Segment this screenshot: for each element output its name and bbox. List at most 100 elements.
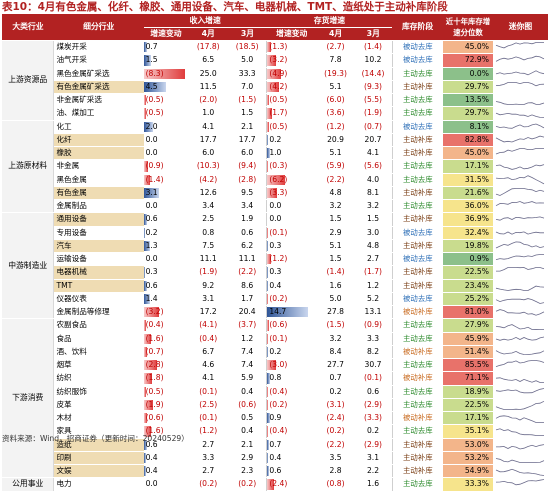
percentile-cell: 36.9% (443, 213, 493, 226)
inventory-change-cell-value: (3.2) (267, 55, 287, 64)
industry-group-cell: 下游消费 (2, 319, 54, 478)
inventory-change-cell: (0.1) (267, 226, 317, 239)
inventory-stage-cell: 被动去库 (392, 253, 443, 266)
percentile-cell: 13.5% (443, 94, 493, 107)
revenue-april-cell: 17.2 (188, 306, 228, 319)
sparkline-chart (493, 121, 547, 133)
inventory-stage-cell: 主动去库 (392, 94, 443, 107)
revenue-march-cell: 7.4 (228, 359, 267, 372)
header-inventory-stage: 库存阶段 (392, 14, 443, 41)
percentile-cell: 23.4% (443, 279, 493, 292)
sparkline-line (496, 188, 544, 195)
inventory-april-cell: 27.8 (317, 306, 355, 319)
inventory-change-cell-value: (0.2) (267, 294, 287, 303)
revenue-april-cell: 2.7 (188, 465, 228, 478)
sparkline-chart (493, 174, 547, 186)
revenue-april-cell: 1.0 (188, 107, 228, 120)
inventory-march-cell: 3.0 (354, 226, 392, 239)
inventory-change-cell-value: (0.6) (267, 320, 287, 329)
sub-industry-cell: 橡胶 (54, 147, 144, 160)
revenue-change-cell: (0.5) (144, 94, 189, 107)
sub-industry-cell: 运输设备 (54, 253, 144, 266)
inventory-march-cell: 3.2 (354, 200, 392, 213)
revenue-march-cell: 0.5 (228, 412, 267, 425)
revenue-march-cell: 5.9 (228, 372, 267, 385)
sparkline-cell (493, 465, 548, 478)
inventory-march-cell: (5.6) (354, 160, 392, 173)
inventory-march-cell: 10.2 (354, 54, 392, 67)
inventory-change-cell: (4.2) (267, 80, 317, 93)
sparkline-line (496, 416, 544, 423)
sparkline-line (496, 82, 544, 85)
inventory-march-cell: 1.5 (354, 213, 392, 226)
inventory-april-cell: 5.0 (317, 292, 355, 305)
inventory-april-cell: (1.2) (317, 120, 355, 133)
industry-group-cell: 上游原材料 (2, 120, 54, 213)
revenue-change-cell-value: 0.6 (144, 214, 158, 223)
sub-industry-cell: 专用设备 (54, 226, 144, 239)
inventory-stage-cell: 主动去库 (392, 160, 443, 173)
percentile-cell: 45.9% (443, 332, 493, 345)
sparkline-cell (493, 398, 548, 411)
inventory-change-cell-value: (3.0) (267, 360, 287, 369)
revenue-april-cell: 4.1 (188, 372, 228, 385)
revenue-march-cell: 0.4 (228, 385, 267, 398)
percentile-cell: 54.9% (443, 465, 493, 478)
percentile-cell: 17.1% (443, 160, 493, 173)
percentile-cell: 51.4% (443, 345, 493, 358)
inventory-april-cell: 1.6 (317, 279, 355, 292)
inventory-stage-cell: 被动去库 (392, 54, 443, 67)
revenue-march-cell: 6.2 (228, 239, 267, 252)
inventory-change-cell: 0.9 (267, 412, 317, 425)
inventory-march-cell: 4.1 (354, 147, 392, 160)
inventory-march-cell: (1.9) (354, 107, 392, 120)
sparkline-line (496, 388, 544, 392)
revenue-march-cell: (1.5) (228, 94, 267, 107)
inventory-stage-cell: 主动补库 (392, 239, 443, 252)
inventory-change-cell-value: 0.9 (267, 413, 281, 422)
inventory-stage-cell: 主动去库 (392, 107, 443, 120)
sparkline-line (496, 286, 544, 290)
inventory-change-cell: (3.3) (267, 186, 317, 199)
revenue-change-cell-value: 0.2 (144, 228, 158, 237)
revenue-change-cell-value: 0.6 (144, 281, 158, 290)
industry-group-cell: 中游制造业 (2, 213, 54, 319)
percentile-cell: 22.5% (443, 398, 493, 411)
revenue-change-cell-value: 1.4 (144, 294, 158, 303)
inventory-april-cell: 2.8 (317, 465, 355, 478)
inventory-april-cell: 4.8 (317, 186, 355, 199)
sparkline-chart (493, 227, 547, 239)
inventory-table: 大类行业 细分行业 收入增速 存货增速 库存阶段 近十年库存增速分位数 迷你图 … (2, 14, 548, 492)
sparkline-chart (493, 465, 547, 477)
revenue-march-cell: 17.7 (228, 133, 267, 146)
inventory-april-cell: 0.2 (317, 385, 355, 398)
header-industry-group: 大类行业 (2, 14, 54, 41)
revenue-change-cell-value: 0.3 (144, 267, 158, 276)
sparkline-cell (493, 319, 548, 332)
inventory-stage-cell: 主动去库 (392, 67, 443, 80)
sparkline-line (496, 361, 544, 367)
inventory-march-cell: 1.2 (354, 279, 392, 292)
inventory-change-cell: (3.2) (267, 54, 317, 67)
sparkline-line (496, 57, 544, 62)
inventory-change-cell-value: (4.9) (267, 69, 287, 78)
sparkline-chart (493, 41, 547, 53)
revenue-change-cell: 2.0 (144, 120, 189, 133)
sparkline-cell (493, 186, 548, 199)
sparkline-line (496, 124, 544, 128)
inventory-stage-cell: 主动去库 (392, 319, 443, 332)
revenue-change-cell: 0.6 (144, 213, 189, 226)
sparkline-cell (493, 385, 548, 398)
revenue-change-cell-value: (1.8) (144, 373, 164, 382)
sub-industry-cell: 金属制品 (54, 200, 144, 213)
percentile-cell: 19.8% (443, 239, 493, 252)
inventory-change-cell-value: 0.4 (267, 281, 281, 290)
inventory-stage-cell: 主动补库 (392, 133, 443, 146)
inventory-march-cell: 13.1 (354, 306, 392, 319)
revenue-change-cell-value: 0.0 (144, 479, 158, 488)
